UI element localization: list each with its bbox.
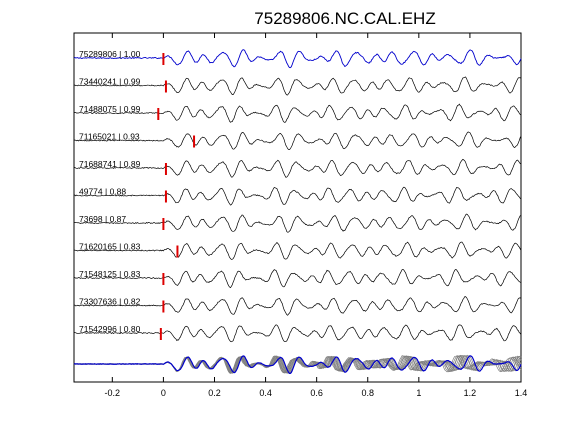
trace-label-2: 71488075 | 0.99: [79, 104, 141, 114]
axes-frame: [73, 32, 522, 383]
x-tick-label-5: 0.8: [361, 388, 374, 398]
picks-layer: [157, 53, 196, 340]
x-tick-label-8: 1.4: [515, 388, 528, 398]
x-tick-label-7: 1.2: [464, 388, 477, 398]
trace-label-10: 71542996 | 0.80: [79, 324, 141, 334]
trace-label-3: 71165021 | 0.93: [79, 132, 140, 142]
trace-label-4: 71688741 | 0.89: [79, 159, 141, 169]
trace-label-0: 75289806 | 1.00: [79, 49, 141, 59]
trace-label-6: 73698 | 0.87: [79, 214, 126, 224]
trace-line-0: [73, 49, 522, 69]
x-tick-label-6: 1: [416, 388, 421, 398]
trace-line-4: [73, 158, 522, 178]
x-tick-label-1: 0: [161, 388, 166, 398]
trace-line-1: [73, 76, 522, 96]
stack-layer: [73, 354, 522, 374]
stack-reference: [73, 355, 522, 374]
trace-line-7: [73, 241, 522, 260]
trace-label-5: 49774 | 0.88: [79, 187, 126, 197]
trace-label-1: 73440241 | 0.99: [79, 77, 141, 87]
trace-label-7: 71620165 | 0.83: [79, 242, 141, 252]
trace-line-6: [73, 213, 522, 233]
trace-label-9: 73307636 | 0.82: [79, 297, 141, 307]
trace-line-2: [73, 103, 522, 123]
trace-line-5: [73, 186, 522, 206]
labels-layer: 75289806 | 1.00 73440241 | 0.99 71488075 |…: [79, 49, 141, 334]
trace-line-9: [73, 296, 522, 316]
x-axis: -0.2 0 0.2 0.4 0.6 0.8 1 1.2 1.4: [105, 33, 528, 398]
x-tick-label-0: -0.2: [105, 388, 121, 398]
x-tick-label-4: 0.6: [310, 388, 323, 398]
x-tick-label-2: 0.2: [208, 388, 221, 398]
trace-line-10: [73, 324, 522, 343]
x-tick-label-3: 0.4: [259, 388, 272, 398]
trace-label-8: 71548125 | 0.83: [79, 269, 141, 279]
trace-line-3: [73, 131, 522, 151]
traces-layer: [73, 49, 522, 343]
chart-title: 75289806.NC.CAL.EHZ: [254, 9, 435, 28]
trace-line-8: [73, 269, 522, 289]
